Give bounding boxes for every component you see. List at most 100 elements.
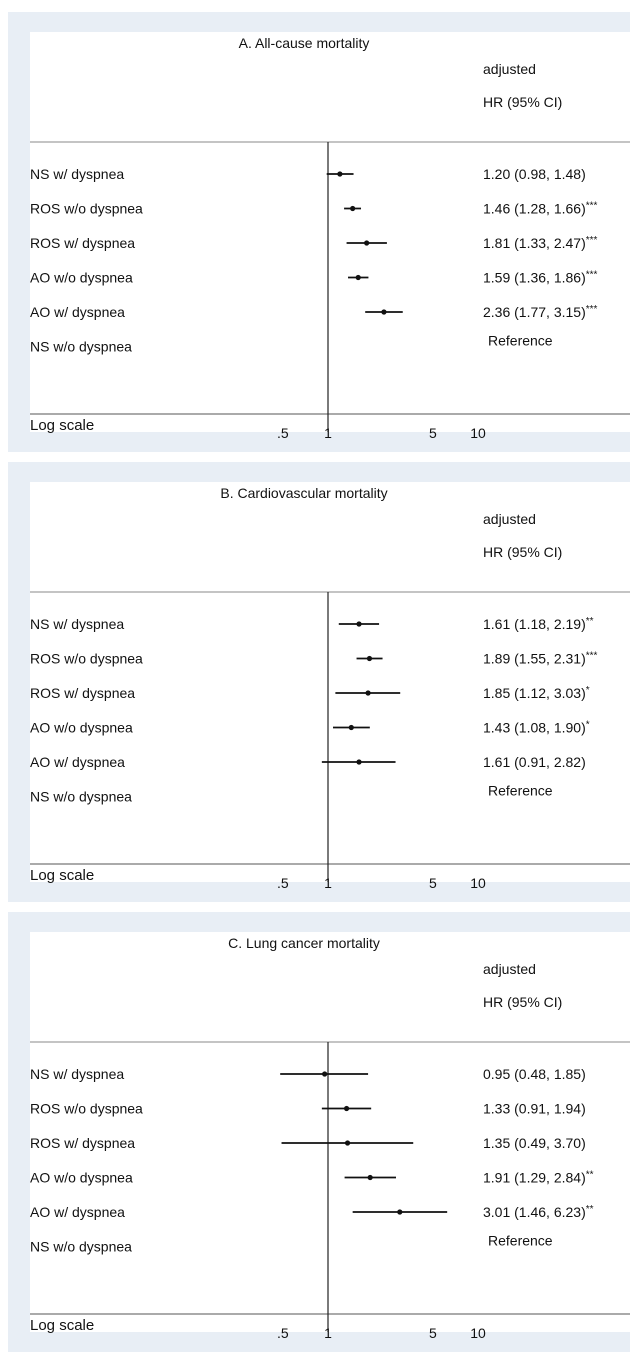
column-header-hr: HR (95% CI) [483,544,562,560]
forest-row: AO w/ dyspnea 1.61 (0.91, 2.82) [30,754,586,770]
x-tick-label: .5 [277,425,289,441]
row-label: ROS w/o dyspnea [30,201,143,217]
column-header-adjusted: adjusted [483,61,536,77]
x-tick-label: 5 [429,875,437,891]
forest-row: NS w/ dyspnea 1.61 (1.18, 2.19)** [30,616,594,632]
row-label: AO w/ dyspnea [30,1204,125,1220]
hr-point [344,1140,351,1146]
x-axis-label: Log scale [30,417,94,434]
hr-ci-value: 1.61 (1.18, 2.19)** [483,616,594,632]
row-label: AO w/o dyspnea [30,720,133,736]
significance-marker: *** [586,235,598,246]
hr-point [343,1105,350,1112]
row-label: NS w/o dyspnea [30,789,132,805]
row-label: AO w/ dyspnea [30,304,125,320]
row-label: AO w/o dyspnea [30,1170,133,1186]
forest-row: ROS w/ dyspnea 1.81 (1.33, 2.47)*** [30,235,598,251]
plot-area [30,32,630,432]
row-label: NS w/ dyspnea [30,166,124,182]
hr-ci-value: 1.33 (0.91, 1.94) [483,1101,586,1117]
hr-point [356,759,362,765]
hr-point [381,309,387,315]
forest-row: NS w/ dyspnea 1.20 (0.98, 1.48) [30,166,586,182]
forest-row: AO w/ dyspnea 3.01 (1.46, 6.23)** [30,1204,594,1220]
row-label: ROS w/o dyspnea [30,651,143,667]
forest-panel-c: C. Lung cancer mortality adjusted HR (95% … [8,912,630,1352]
reference-label: Reference [488,783,553,799]
hr-point [366,655,373,662]
x-axis-label: Log scale [30,1317,94,1334]
hr-ci-value: 1.85 (1.12, 3.03)* [483,685,590,701]
row-label: NS w/ dyspnea [30,1066,124,1082]
forest-plot-svg: A. All-cause mortality adjusted HR (95% CI… [30,32,630,441]
x-tick-label: 1 [324,425,332,441]
column-header-hr: HR (95% CI) [483,94,562,110]
x-axis-label: Log scale [30,867,94,884]
row-label: NS w/o dyspnea [30,1239,132,1255]
hr-ci-value: 2.36 (1.77, 3.15)*** [483,304,598,320]
hr-ci-value: 3.01 (1.46, 6.23)** [483,1204,594,1220]
hr-ci-value: 1.81 (1.33, 2.47)*** [483,235,598,251]
significance-marker: ** [586,616,594,627]
significance-marker: *** [586,651,598,662]
row-label: ROS w/ dyspnea [30,685,135,701]
forest-row: AO w/o dyspnea 1.59 (1.36, 1.86)*** [30,270,598,286]
row-label: ROS w/ dyspnea [30,235,135,251]
hr-point [348,724,354,731]
hr-ci-value: 0.95 (0.48, 1.85) [483,1066,586,1082]
forest-row: NS w/o dyspnea Reference [30,783,553,805]
hr-point [367,1174,373,1181]
hr-ci-value: 1.59 (1.36, 1.86)*** [483,270,598,286]
column-header-hr: HR (95% CI) [483,994,562,1010]
forest-row: ROS w/o dyspnea 1.89 (1.55, 2.31)*** [30,651,598,667]
forest-plot-svg: C. Lung cancer mortality adjusted HR (95% … [30,932,630,1341]
significance-marker: * [586,685,590,696]
chart-title: C. Lung cancer mortality [228,935,380,951]
forest-row: AO w/ dyspnea 2.36 (1.77, 3.15)*** [30,304,598,320]
forest-plot-svg: B. Cardiovascular mortality adjusted HR (9… [30,482,630,891]
significance-marker: ** [586,1170,594,1181]
x-tick-label: 10 [470,875,486,891]
row-label: AO w/o dyspnea [30,270,133,286]
chart-title: B. Cardiovascular mortality [220,485,387,501]
x-tick-label: 1 [324,875,332,891]
hr-point [397,1209,403,1215]
forest-row: NS w/o dyspnea Reference [30,1233,553,1255]
x-tick-label: 10 [470,425,486,441]
hr-point [355,274,361,281]
forest-row: NS w/o dyspnea Reference [30,333,553,355]
hr-point [350,205,356,212]
forest-panel-b: B. Cardiovascular mortality adjusted HR (9… [8,462,630,902]
significance-marker: ** [586,1204,594,1215]
forest-row: ROS w/o dyspnea 1.46 (1.28, 1.66)*** [30,201,598,217]
significance-marker: *** [586,304,598,315]
hr-ci-value: 1.46 (1.28, 1.66)*** [483,201,598,217]
chart-title: A. All-cause mortality [239,35,370,51]
hr-ci-value: 1.91 (1.29, 2.84)** [483,1170,594,1186]
hr-point [365,690,371,696]
hr-ci-value: 1.43 (1.08, 1.90)* [483,720,590,736]
x-tick-label: 1 [324,1325,332,1341]
hr-ci-value: 1.20 (0.98, 1.48) [483,166,586,182]
reference-label: Reference [488,1233,553,1249]
hr-ci-value: 1.89 (1.55, 2.31)*** [483,651,598,667]
x-tick-label: 5 [429,425,437,441]
hr-ci-value: 1.61 (0.91, 2.82) [483,754,586,770]
row-label: ROS w/ dyspnea [30,1135,135,1151]
hr-point [337,171,343,177]
reference-label: Reference [488,333,553,349]
row-label: AO w/ dyspnea [30,754,125,770]
hr-point [322,1071,328,1077]
forest-row: NS w/ dyspnea 0.95 (0.48, 1.85) [30,1066,586,1082]
row-label: NS w/ dyspnea [30,616,124,632]
forest-panel-a: A. All-cause mortality adjusted HR (95% CI… [8,12,630,452]
forest-row: ROS w/o dyspnea 1.33 (0.91, 1.94) [30,1101,586,1117]
column-header-adjusted: adjusted [483,961,536,977]
hr-ci-value: 1.35 (0.49, 3.70) [483,1135,586,1151]
x-tick-label: .5 [277,875,289,891]
row-label: ROS w/o dyspnea [30,1101,143,1117]
plot-area [30,482,630,882]
significance-marker: *** [586,201,598,212]
x-tick-label: 10 [470,1325,486,1341]
row-label: NS w/o dyspnea [30,339,132,355]
